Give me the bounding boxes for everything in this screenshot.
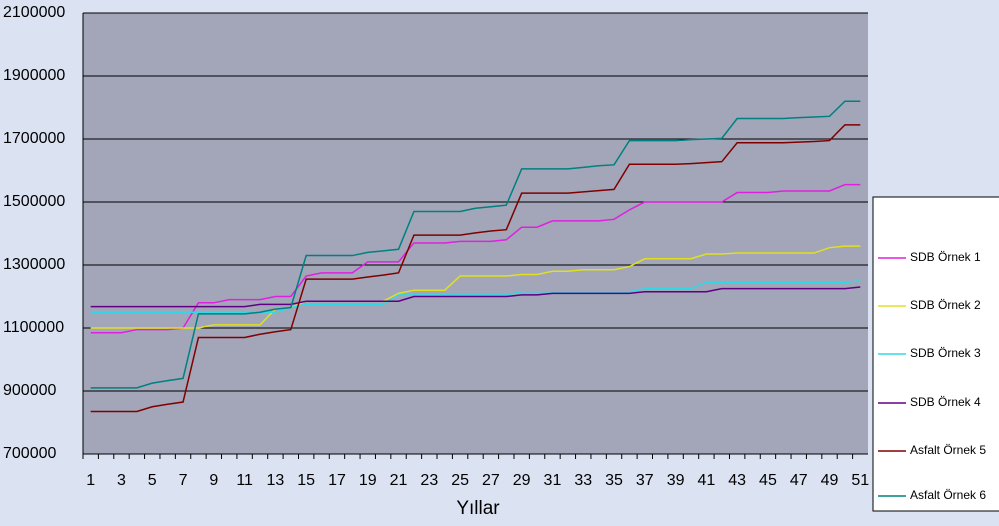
- x-tick-label: 47: [790, 472, 808, 489]
- legend-label: SDB Örnek 4: [910, 395, 981, 409]
- x-tick-label: 43: [728, 472, 746, 489]
- y-tick-label: 1100000: [3, 319, 64, 336]
- y-tick-label: 700000: [3, 445, 56, 462]
- y-tick-label: 1700000: [3, 130, 65, 147]
- x-tick-label: 5: [148, 472, 157, 489]
- y-tick-label: 1300000: [3, 256, 65, 273]
- series-line: [90, 280, 861, 313]
- x-tick-label: 27: [482, 472, 500, 489]
- y-tick-label: 1900000: [3, 67, 65, 84]
- x-tick-label: 51: [851, 472, 869, 489]
- legend-label: Asfalt Örnek 5: [910, 443, 986, 457]
- x-tick-label: 35: [605, 472, 623, 489]
- x-tick-label: 41: [697, 472, 715, 489]
- x-tick-label: 49: [821, 472, 839, 489]
- x-tick-label: 23: [420, 472, 438, 489]
- x-tick-label: 17: [328, 472, 346, 489]
- x-tick-label: 39: [667, 472, 685, 489]
- x-tick-label: 15: [297, 472, 315, 489]
- y-tick-label: 1500000: [3, 193, 65, 210]
- legend-label: Asfalt Örnek 6: [910, 488, 986, 502]
- y-tick-label: 2100000: [3, 4, 65, 21]
- x-tick-label: 7: [179, 472, 188, 489]
- x-axis-label: Yıllar: [456, 498, 500, 519]
- legend-label: SDB Örnek 2: [910, 298, 981, 312]
- x-tick-label: 11: [236, 472, 253, 489]
- x-tick-label: 29: [513, 472, 531, 489]
- series-line: [90, 100, 861, 389]
- legend-label: SDB Örnek 1: [910, 250, 981, 264]
- legend-label: SDB Örnek 3: [910, 346, 981, 360]
- x-tick-label: 33: [574, 472, 592, 489]
- y-tick-label: 900000: [3, 382, 56, 399]
- x-tick-label: 1: [86, 472, 95, 489]
- x-tick-label: 13: [267, 472, 285, 489]
- x-tick-label: 3: [117, 472, 126, 489]
- x-tick-label: 25: [451, 472, 469, 489]
- x-tick-label: 19: [359, 472, 377, 489]
- x-tick-label: 31: [544, 472, 562, 489]
- x-tick-label: 37: [636, 472, 654, 489]
- series-line: [90, 124, 861, 413]
- x-tick-label: 45: [759, 472, 777, 489]
- series-line: [90, 286, 861, 308]
- series-line: [90, 245, 861, 329]
- x-tick-label: 21: [390, 472, 408, 489]
- x-tick-label: 9: [209, 472, 218, 489]
- series-line: [90, 183, 861, 334]
